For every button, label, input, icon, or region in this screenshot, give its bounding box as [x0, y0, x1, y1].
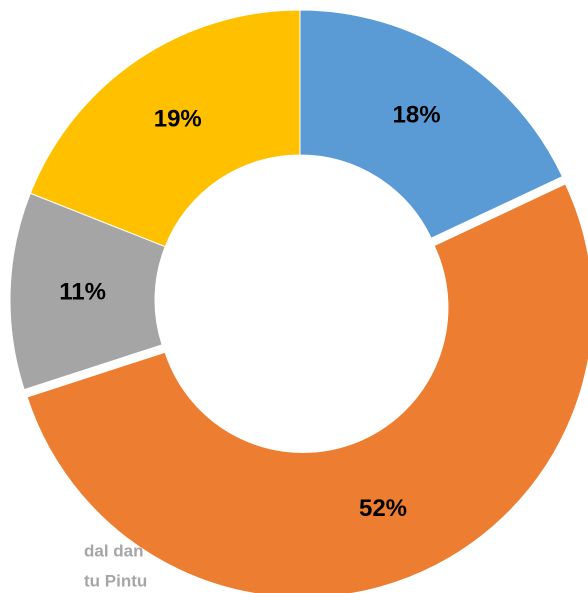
data-label: 11% — [59, 279, 106, 306]
data-label: 19% — [154, 105, 202, 132]
donut-slice — [29, 9, 301, 248]
donut-slice — [9, 192, 166, 391]
donut-slice — [299, 9, 564, 239]
donut-slice — [26, 183, 588, 593]
legend-fragment: tu Pintu — [84, 571, 147, 590]
data-label: 18% — [393, 102, 441, 129]
legend-fragment: dal dan — [84, 541, 144, 560]
data-label: 52% — [359, 495, 407, 522]
